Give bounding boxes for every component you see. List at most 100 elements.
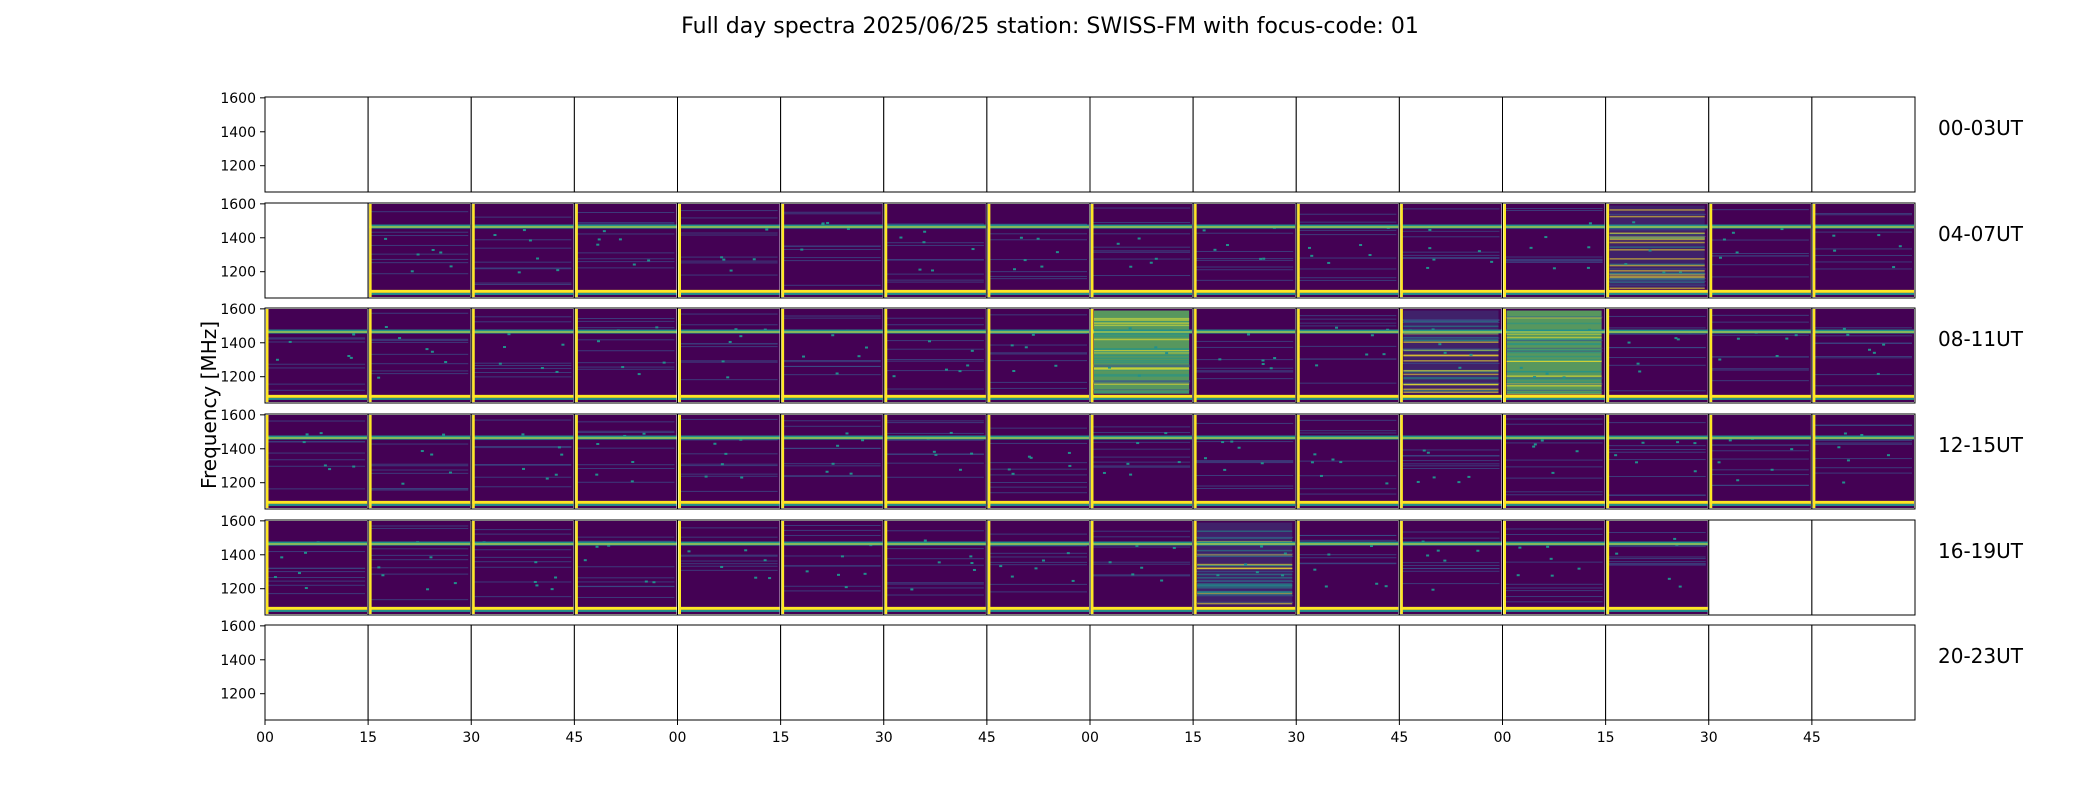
spectrum-panel [1502, 413, 1607, 510]
x-tick-label: 45 [1390, 730, 1408, 746]
row-label: 04-07UT [1938, 222, 2024, 246]
spectrum-panel [1295, 413, 1400, 510]
spectrum-panel [367, 413, 472, 510]
spectrum-panel [1708, 307, 1813, 404]
spectrum-panel [367, 519, 472, 616]
spectrum-panel [1089, 307, 1194, 404]
spectrum-panel [1192, 202, 1297, 299]
spectrum-panel [986, 624, 1091, 721]
spectrum-panel [1398, 96, 1503, 193]
y-tick-label: 1400 [220, 231, 256, 247]
y-tick-label: 1400 [220, 442, 256, 458]
y-tick-label: 1200 [220, 265, 256, 281]
x-tick-label: 15 [772, 730, 790, 746]
x-tick-label: 00 [1494, 730, 1512, 746]
row-label: 12-15UT [1938, 433, 2024, 457]
spectrum-panel [780, 624, 885, 721]
spectrum-panel [264, 624, 369, 721]
spectrum-panel [1089, 519, 1194, 616]
spectrum-panel [367, 624, 472, 721]
spectrum-panel [1089, 624, 1194, 721]
spectrum-panel [986, 413, 1091, 510]
spectrum-panel [1295, 519, 1400, 616]
spectrum-panel [1502, 96, 1607, 193]
spectra-row-20-23UT: 1600 1400 1200 20-23UT [220, 619, 2024, 721]
spectrum-panel [264, 96, 369, 193]
spectrum-panel [573, 624, 678, 721]
spectrum-panel [1502, 624, 1607, 721]
spectrum-panel [470, 413, 575, 510]
spectrum-panel [677, 307, 782, 404]
spectrum-panel [1192, 519, 1297, 616]
y-tick-label: 1600 [220, 619, 256, 635]
spectrum-panel [367, 307, 472, 404]
spectrum-panel [1398, 202, 1503, 299]
chart-rows: 16001400120000-03UT16001400120004-07UT16… [220, 91, 2024, 721]
spectrum-panel [264, 519, 369, 616]
spectrum-panel [264, 202, 369, 299]
spectrum-panel [470, 307, 575, 404]
spectrum-panel [1089, 413, 1194, 510]
spectra-row-00-03UT: 1600 1400 1200 00-03UT [220, 91, 2024, 193]
spectrum-panel [1192, 624, 1297, 721]
spectrum-panel [986, 307, 1091, 404]
spectra-row-08-11UT: 1600 1400 1200 08-11UT [220, 302, 2024, 404]
spectrum-panel [470, 519, 575, 616]
y-tick-label: 1200 [220, 687, 256, 703]
spectrum-panel [1811, 413, 1916, 510]
y-tick-label: 1600 [220, 514, 256, 530]
spectrum-panel [1811, 624, 1916, 721]
spectrum-panel [1708, 624, 1813, 721]
spectrum-panel [1502, 202, 1607, 299]
chart-title: Full day spectra 2025/06/25 station: SWI… [681, 14, 1419, 39]
spectrum-panel [1295, 307, 1400, 404]
spectrum-panel [1605, 202, 1710, 299]
spectrum-panel [264, 307, 369, 404]
spectrum-panel [1605, 413, 1710, 510]
row-label: 08-11UT [1938, 327, 2024, 351]
spectra-row-12-15UT: 1600 1400 1200 12-15UT [220, 408, 2024, 510]
y-tick-label: 1400 [220, 336, 256, 352]
spectra-row-04-07UT: 1600 1400 1200 04-07UT [220, 197, 2024, 299]
x-tick-label: 15 [1184, 730, 1202, 746]
spectrum-panel [1089, 202, 1194, 299]
spectrum-panel [677, 413, 782, 510]
spectrum-panel [1089, 96, 1194, 193]
spectrum-panel [1398, 519, 1503, 616]
spectrum-panel [677, 519, 782, 616]
spectrum-panel [1811, 519, 1916, 616]
x-tick-label: 30 [462, 730, 480, 746]
x-tick-label: 30 [875, 730, 893, 746]
spectrum-panel [1605, 307, 1710, 404]
y-tick-label: 1200 [220, 159, 256, 175]
spectrum-panel [470, 202, 575, 299]
spectrum-panel [573, 519, 678, 616]
spectrum-panel [986, 96, 1091, 193]
x-tick-label: 00 [669, 730, 687, 746]
spectrum-panel [367, 96, 472, 193]
x-tick-label: 45 [1803, 730, 1821, 746]
y-tick-label: 1600 [220, 302, 256, 318]
spectrum-panel [1811, 202, 1916, 299]
spectrum-panel [1708, 96, 1813, 193]
spectrum-panel [1295, 202, 1400, 299]
spectrum-panel [780, 202, 885, 299]
y-tick-label: 1200 [220, 582, 256, 598]
x-tick-label: 15 [1597, 730, 1615, 746]
spectrum-panel [1708, 202, 1813, 299]
x-tick-label: 45 [978, 730, 996, 746]
y-axis-label: Frequency [MHz] [197, 321, 221, 489]
spectrum-panel [1605, 96, 1710, 193]
y-tick-label: 1400 [220, 125, 256, 141]
x-tick-label: 15 [359, 730, 377, 746]
spectrum-panel [780, 413, 885, 510]
spectrum-panel [677, 96, 782, 193]
spectrum-panel [1605, 519, 1710, 616]
x-tick-label: 30 [1287, 730, 1305, 746]
spectrum-panel [264, 413, 369, 510]
y-tick-label: 1400 [220, 653, 256, 669]
x-tick-label: 45 [565, 730, 583, 746]
y-tick-label: 1200 [220, 370, 256, 386]
y-tick-label: 1400 [220, 548, 256, 564]
